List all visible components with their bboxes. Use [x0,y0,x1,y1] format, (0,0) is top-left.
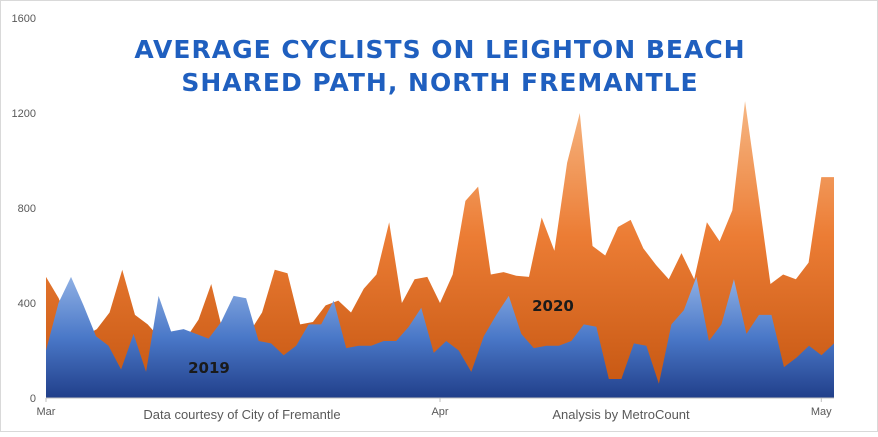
x-axis: Mar Apr May [37,398,832,418]
area-layer [46,101,834,398]
credit-analysis: Analysis by MetroCount [552,407,690,422]
x-tick-label: Mar [37,406,56,418]
x-tick-label: Apr [431,406,448,418]
series-label-2019: 2019 [188,359,230,377]
area-series-2020 [46,101,834,398]
y-tick-label: 1600 [12,13,36,25]
area-series-2019 [46,276,834,398]
y-tick-label: 0 [30,393,36,405]
series-label-2020: 2020 [532,297,574,315]
y-tick-label: 1200 [12,108,36,120]
y-tick-label: 800 [18,203,36,215]
chart-title-line-1: AVERAGE CYCLISTS ON LEIGHTON BEACH [134,35,745,64]
credit-data-source: Data courtesy of City of Fremantle [143,407,340,422]
y-tick-label: 400 [18,298,36,310]
chart-title-line-2: SHARED PATH, NORTH FREMANTLE [181,68,698,97]
x-tick-label: May [811,406,832,418]
y-axis: 0 400 800 1200 1600 [12,13,36,405]
